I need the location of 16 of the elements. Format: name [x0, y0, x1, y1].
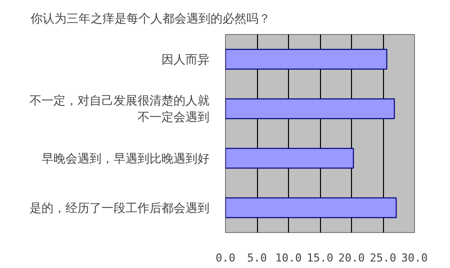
x-tick-label: 5.0: [247, 252, 267, 264]
bar: [226, 48, 388, 70]
bar: [226, 98, 395, 120]
y-tick-label: 不一定，对自己发展很清楚的人就不一定会遇到: [30, 93, 210, 124]
y-tick-label: 是的，经历了一段工作后都会遇到: [30, 200, 210, 215]
x-tick-label: 30.0: [401, 252, 428, 264]
bar: [226, 148, 354, 169]
x-tick-label: 15.0: [306, 252, 334, 264]
y-tick-label: 早晚会遇到，早遇到比晚遇到好: [42, 151, 210, 166]
y-tick-label: 因人而异: [162, 52, 210, 66]
x-tick-label: 0.0: [216, 252, 236, 264]
chart-title: 你认为三年之痒是每个人都会遇到的必然吗？: [30, 12, 270, 26]
x-tick-label: 10.0: [275, 252, 302, 264]
x-tick-label: 25.0: [370, 252, 396, 264]
x-tick-label: 20.0: [338, 252, 365, 264]
bar: [226, 197, 397, 218]
